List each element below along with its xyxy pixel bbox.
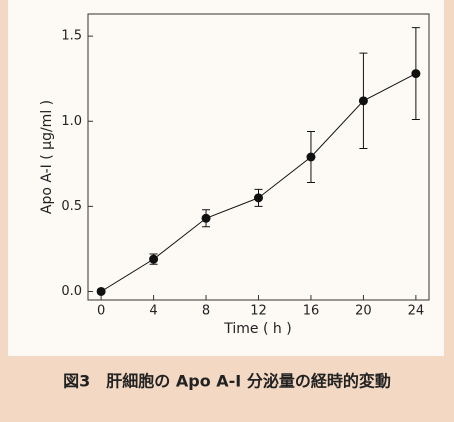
y-tick-label: 0.5	[61, 199, 82, 214]
x-tick-label: 8	[202, 304, 210, 319]
data-point	[254, 193, 263, 203]
x-tick-label: 16	[303, 304, 320, 319]
x-tick-label: 12	[250, 304, 267, 319]
y-tick-label: 1.0	[61, 114, 82, 129]
data-point	[358, 96, 368, 106]
data-point	[306, 152, 316, 162]
x-axis-label: Time ( h )	[223, 321, 291, 337]
x-tick-label: 20	[355, 304, 372, 319]
x-tick-label: 4	[149, 304, 157, 319]
data-point	[201, 213, 211, 223]
y-tick-label: 1.5	[61, 29, 82, 44]
y-axis-label: Apo A-I ( μg/ml )	[39, 100, 55, 214]
data-point	[411, 69, 421, 79]
caption: 図3 肝細胞の Apo A-I 分泌量の経時的変動	[63, 372, 391, 391]
y-tick-label: 0.0	[61, 284, 82, 299]
chart-panel	[8, 0, 444, 356]
x-tick-label: 0	[97, 304, 105, 319]
data-point	[149, 254, 159, 264]
x-tick-label: 24	[408, 304, 425, 319]
data-point	[96, 286, 106, 296]
